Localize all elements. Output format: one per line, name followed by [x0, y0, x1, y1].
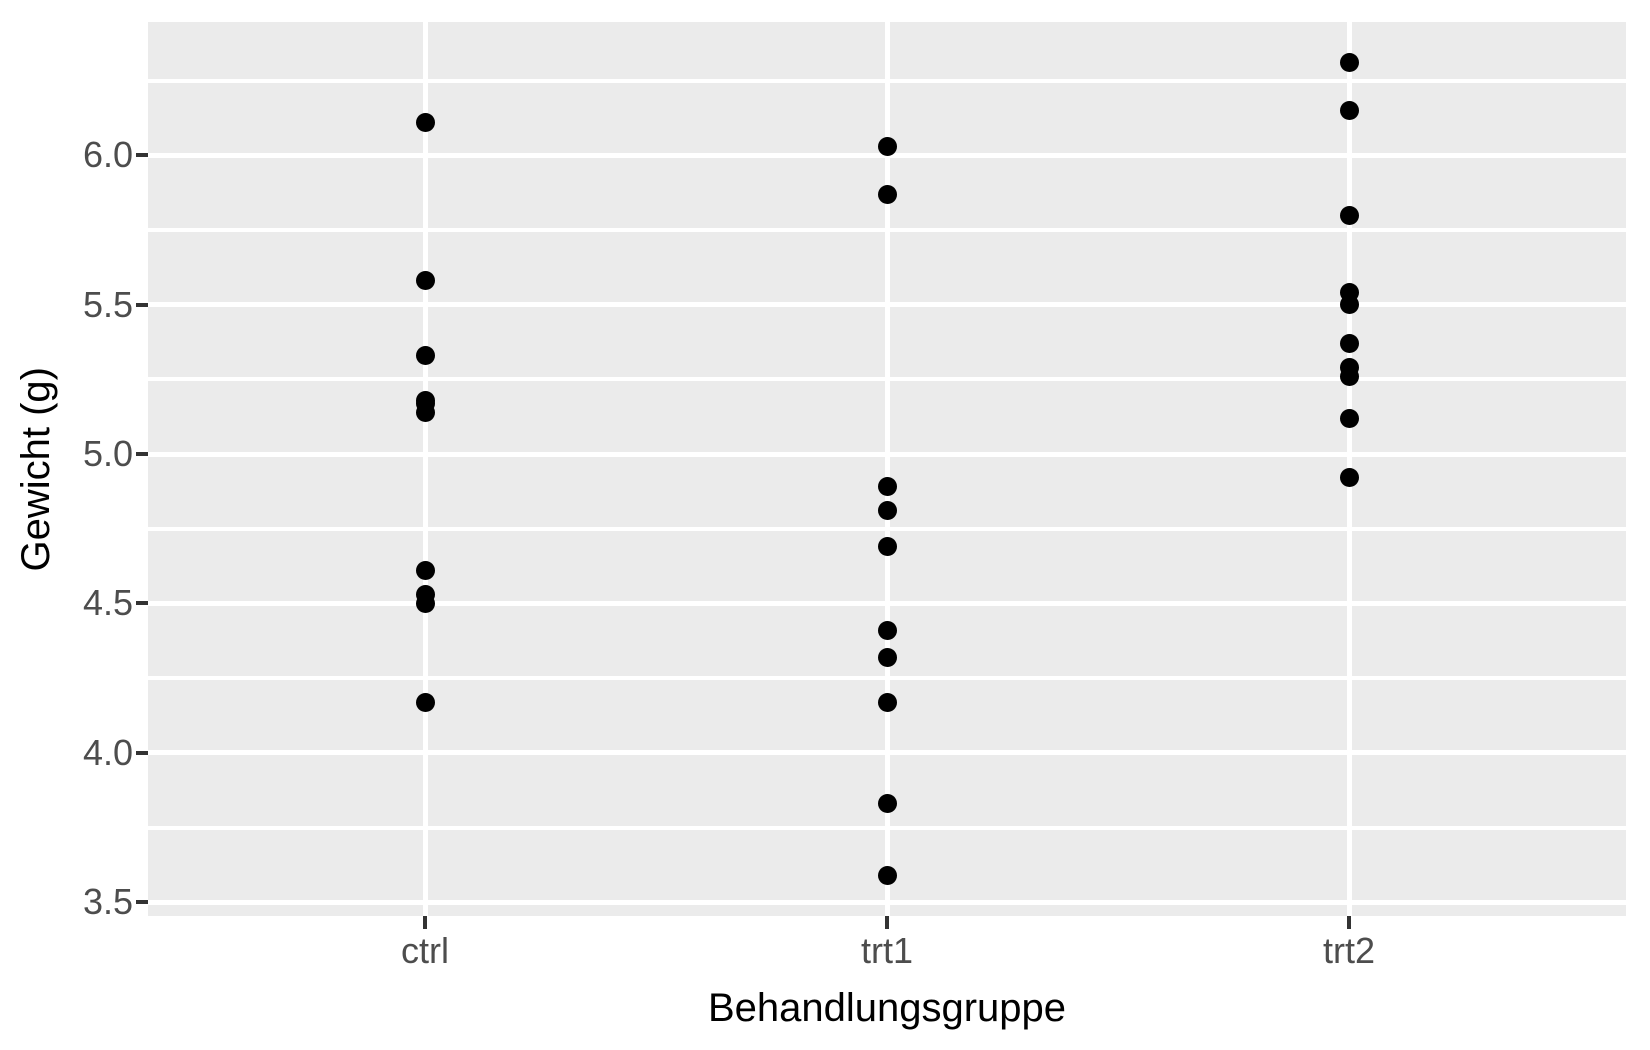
data-point [415, 345, 435, 365]
data-point [415, 692, 435, 712]
x-axis-title: Behandlungsgruppe [707, 986, 1067, 1030]
y-axis-tick-label: 5.0 [82, 433, 133, 475]
data-point [415, 112, 435, 132]
data-point [415, 561, 435, 581]
x-axis-tick [885, 916, 889, 929]
y-axis-tick [136, 601, 148, 606]
data-point [877, 647, 897, 667]
gridline-major-x [884, 22, 890, 916]
data-point [1339, 205, 1359, 225]
y-axis-tick [136, 302, 148, 307]
data-point [877, 692, 897, 712]
y-axis-tick-label: 3.5 [82, 881, 133, 923]
gridline-major-x [422, 22, 428, 916]
y-axis-tick [136, 452, 148, 457]
data-point [415, 584, 435, 604]
data-point [877, 136, 897, 156]
y-axis-tick-label: 4.5 [82, 582, 133, 624]
y-axis-tick [136, 900, 148, 905]
x-axis-tick-label: ctrl [401, 930, 449, 971]
y-axis-tick-label: 6.0 [82, 134, 133, 176]
data-point [1339, 408, 1359, 428]
data-point [877, 501, 897, 521]
data-point [415, 402, 435, 422]
y-axis-tick [136, 153, 148, 158]
data-point [877, 537, 897, 557]
y-axis-tick-label: 4.0 [82, 731, 133, 773]
y-axis-tick [136, 750, 148, 755]
x-axis-tick-label: trt1 [860, 930, 913, 971]
x-axis-tick-label: trt2 [1322, 930, 1375, 971]
data-point [1339, 53, 1359, 73]
data-point [877, 477, 897, 497]
data-point [1339, 295, 1359, 315]
x-axis-tick [423, 916, 427, 929]
data-point [877, 794, 897, 814]
data-point [1339, 366, 1359, 386]
data-point [1339, 334, 1359, 353]
x-axis-tick [1347, 916, 1351, 929]
data-point [877, 620, 897, 640]
data-point [877, 865, 897, 885]
data-point [877, 184, 897, 204]
data-point [1339, 100, 1359, 120]
data-point [415, 271, 435, 291]
data-point [1339, 468, 1359, 488]
y-axis-tick-label: 5.5 [82, 283, 133, 325]
